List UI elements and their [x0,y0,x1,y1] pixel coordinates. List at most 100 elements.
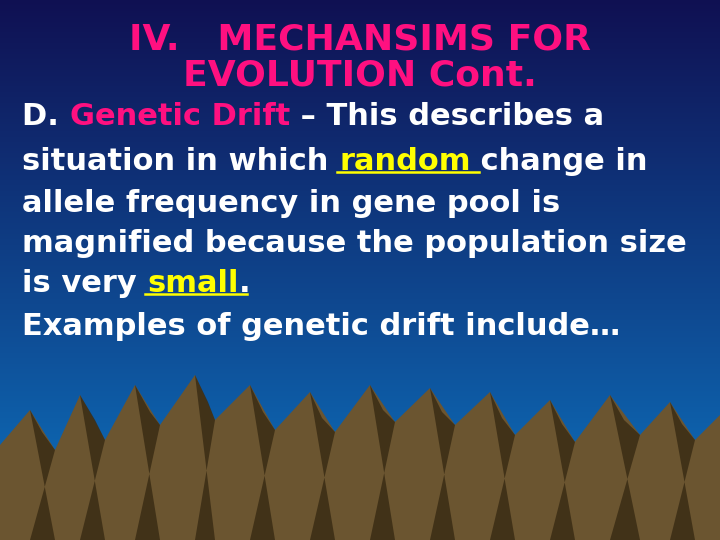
Bar [0,51,720,54]
Bar [0,49,720,52]
Bar [0,111,720,113]
Bar [0,105,720,108]
Bar [0,249,720,252]
Bar [0,449,720,452]
Bar [0,210,720,212]
Bar [0,166,720,169]
Bar [0,82,720,85]
Bar [0,296,720,299]
Bar [0,73,720,76]
Bar [0,75,720,77]
Bar [0,384,720,387]
Bar [0,19,720,22]
Bar [0,258,720,261]
Bar [0,230,720,232]
Bar [0,415,720,417]
Text: ______: ______ [339,148,431,177]
Bar [0,11,720,15]
Text: D.: D. [22,102,70,131]
Bar [0,389,720,393]
Bar [0,298,720,301]
Bar [0,440,720,443]
Bar [0,516,720,518]
Bar [0,122,720,124]
Bar [0,330,720,333]
Bar [0,17,720,20]
Bar [0,173,720,177]
Bar [0,199,720,201]
Bar [0,285,720,288]
Bar [0,102,720,104]
Bar [0,433,720,436]
Bar [0,465,720,468]
Bar [0,451,720,454]
Bar [0,200,720,204]
Bar [0,442,720,444]
Polygon shape [310,392,335,540]
Bar [0,481,720,484]
Bar [0,28,720,31]
Bar [0,503,720,506]
Bar [0,170,720,173]
Bar [0,112,720,115]
Bar [0,386,720,389]
Bar [0,40,720,43]
Bar [0,361,720,363]
Bar [0,71,720,74]
Bar [0,276,720,279]
Bar [0,418,720,421]
Bar [0,254,720,258]
Bar [0,472,720,475]
Bar [0,328,720,331]
Bar [0,497,720,501]
Bar [0,510,720,513]
Bar [0,467,720,470]
Bar [0,348,720,351]
Bar [0,372,720,374]
Bar [0,364,720,367]
Text: is very: is very [22,269,148,298]
Bar [0,284,720,286]
Bar [0,179,720,182]
Bar [0,494,720,497]
Polygon shape [550,400,575,540]
Bar [0,184,720,187]
Bar [0,130,720,133]
Bar [0,323,720,326]
Bar [0,62,720,65]
Bar [0,96,720,99]
Bar [0,264,720,266]
Bar [0,462,720,464]
Bar [0,168,720,171]
Bar [0,148,720,151]
Bar [0,411,720,414]
Bar [0,222,720,225]
Bar [0,524,720,528]
Bar [0,22,720,25]
Bar [0,161,720,164]
Bar [0,269,720,272]
Bar [0,535,720,538]
Bar [0,204,720,207]
Bar [0,500,720,502]
Bar [0,176,720,178]
Bar [0,114,720,117]
Bar [0,177,720,180]
Bar [0,58,720,61]
Bar [0,314,720,317]
Bar [0,338,720,340]
Bar [0,91,720,93]
Bar [0,244,720,247]
Bar [0,35,720,38]
Bar [0,145,720,147]
Bar [0,150,720,153]
Bar [0,470,720,474]
Bar [0,172,720,174]
Bar [0,480,720,482]
Polygon shape [370,385,395,540]
Bar [0,530,720,533]
Bar [0,507,720,509]
Bar [0,224,720,227]
Bar [0,278,720,281]
Bar [0,267,720,270]
